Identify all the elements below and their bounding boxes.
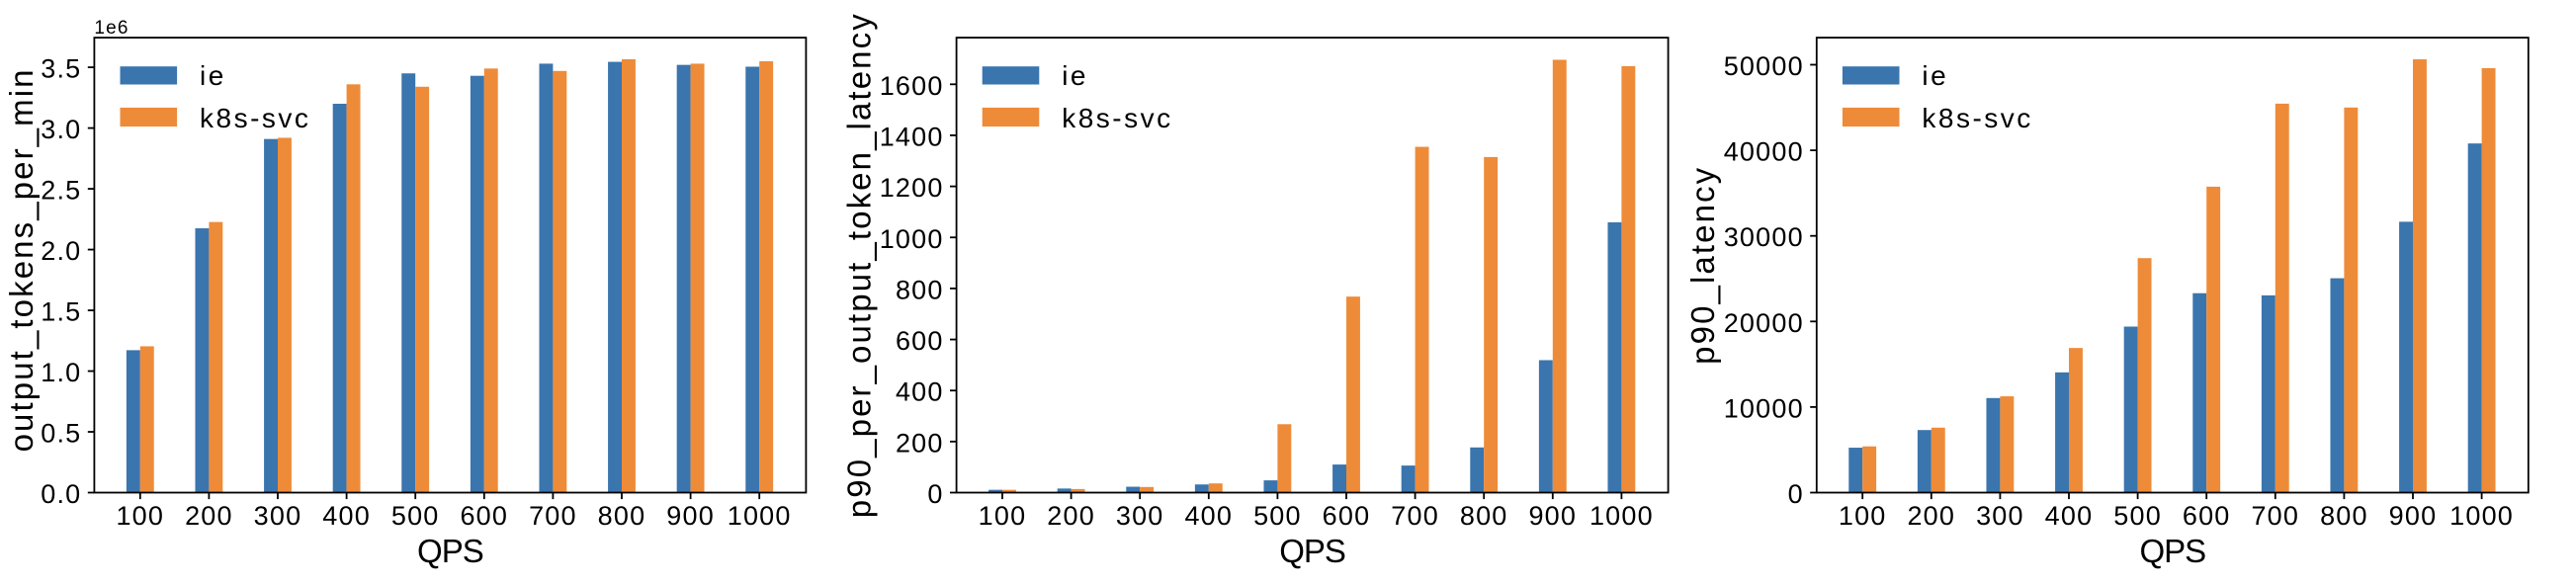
svg-text:700: 700 (1391, 501, 1439, 531)
svg-text:600: 600 (1323, 501, 1371, 531)
svg-text:800: 800 (896, 275, 944, 304)
svg-text:100: 100 (116, 501, 164, 531)
svg-text:k8s-svc: k8s-svc (1062, 103, 1172, 133)
svg-text:200: 200 (1047, 501, 1095, 531)
svg-text:400: 400 (2045, 501, 2094, 531)
svg-text:500: 500 (391, 501, 440, 531)
svg-text:200: 200 (896, 428, 944, 458)
svg-text:ie: ie (1922, 60, 1948, 91)
svg-text:200: 200 (185, 501, 233, 531)
svg-text:1000: 1000 (1589, 501, 1654, 531)
svg-text:20000: 20000 (1724, 308, 1804, 338)
svg-text:1000: 1000 (2449, 501, 2514, 531)
svg-text:0.5: 0.5 (41, 419, 81, 449)
svg-text:k8s-svc: k8s-svc (1922, 103, 2032, 133)
svg-text:400: 400 (322, 501, 371, 531)
svg-text:p90_latency: p90_latency (1684, 166, 1721, 365)
svg-text:10000: 10000 (1724, 393, 1804, 423)
svg-text:1.5: 1.5 (41, 297, 81, 327)
svg-text:1400: 1400 (880, 122, 944, 151)
svg-text:300: 300 (254, 501, 302, 531)
svg-text:1e6: 1e6 (94, 18, 129, 39)
svg-text:3.0: 3.0 (41, 115, 81, 144)
svg-text:700: 700 (529, 501, 577, 531)
svg-text:0: 0 (927, 479, 943, 509)
svg-text:ie: ie (200, 60, 226, 91)
svg-text:500: 500 (1253, 501, 1302, 531)
svg-text:3.5: 3.5 (41, 54, 81, 84)
svg-text:800: 800 (1460, 501, 1508, 531)
svg-text:300: 300 (1976, 501, 2024, 531)
svg-text:2.5: 2.5 (41, 176, 81, 206)
svg-text:QPS: QPS (2139, 533, 2205, 569)
svg-text:900: 900 (666, 501, 715, 531)
svg-text:QPS: QPS (1279, 533, 1345, 569)
svg-text:900: 900 (2389, 501, 2438, 531)
svg-text:200: 200 (1907, 501, 1955, 531)
svg-text:800: 800 (598, 501, 646, 531)
svg-text:1000: 1000 (728, 501, 792, 531)
svg-text:p90_per_output_token_latency: p90_per_output_token_latency (841, 12, 878, 518)
svg-text:300: 300 (1116, 501, 1164, 531)
svg-text:2.0: 2.0 (41, 236, 81, 266)
svg-text:QPS: QPS (417, 533, 483, 569)
svg-text:600: 600 (896, 326, 944, 356)
svg-text:600: 600 (460, 501, 508, 531)
svg-text:50000: 50000 (1724, 51, 1804, 81)
svg-text:700: 700 (2251, 501, 2299, 531)
svg-text:1600: 1600 (880, 71, 944, 101)
svg-text:900: 900 (1528, 501, 1577, 531)
svg-text:1000: 1000 (880, 224, 944, 254)
svg-text:600: 600 (2183, 501, 2231, 531)
svg-text:500: 500 (2113, 501, 2162, 531)
svg-text:0: 0 (1788, 479, 1804, 509)
svg-text:1200: 1200 (880, 173, 944, 203)
svg-text:400: 400 (896, 377, 944, 407)
svg-text:400: 400 (1184, 501, 1233, 531)
svg-text:ie: ie (1062, 60, 1088, 91)
svg-text:100: 100 (979, 501, 1027, 531)
svg-text:1.0: 1.0 (41, 358, 81, 387)
svg-text:0.0: 0.0 (41, 479, 81, 509)
svg-text:output_tokens_per_min: output_tokens_per_min (3, 67, 40, 452)
svg-text:k8s-svc: k8s-svc (200, 103, 310, 133)
svg-text:40000: 40000 (1724, 137, 1804, 167)
svg-text:30000: 30000 (1724, 222, 1804, 252)
svg-text:100: 100 (1839, 501, 1887, 531)
svg-text:800: 800 (2320, 501, 2368, 531)
